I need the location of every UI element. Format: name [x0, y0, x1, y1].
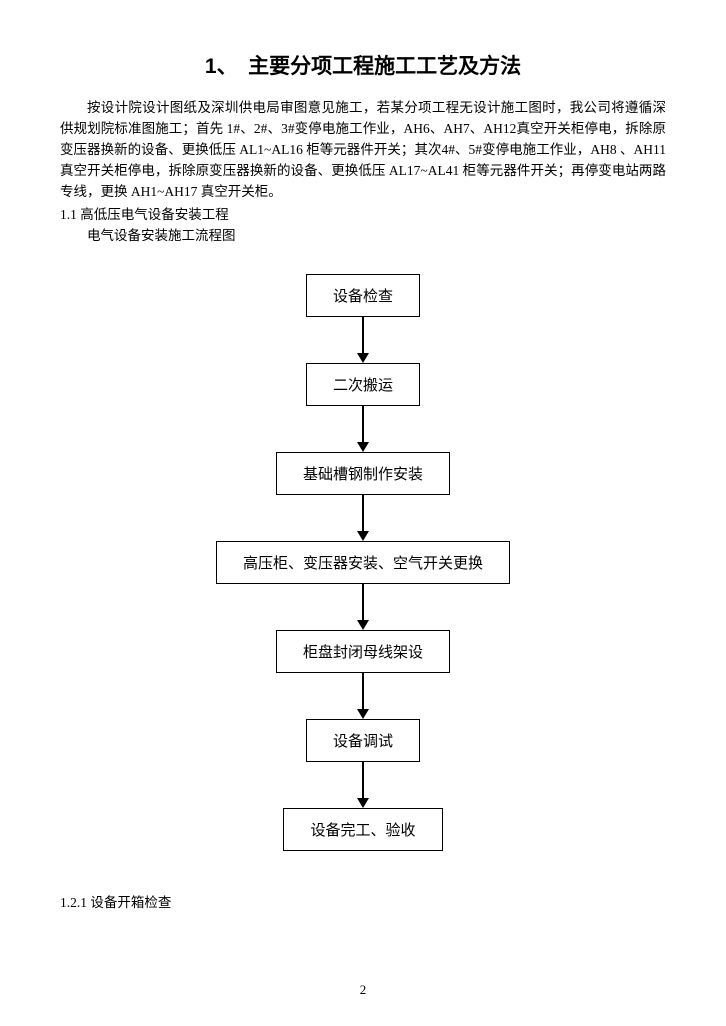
section-1-1-subtitle: 电气设备安装施工流程图	[60, 226, 666, 247]
flow-node-3: 基础槽钢制作安装	[276, 452, 450, 495]
section-1-1-title: 1.1 高低压电气设备安装工程	[60, 205, 666, 226]
flow-node-4: 高压柜、变压器安装、空气开关更换	[216, 541, 510, 584]
flow-node-5: 柜盘封闭母线架设	[276, 630, 450, 673]
flow-node-1: 设备检查	[306, 274, 420, 317]
flowchart-container: 设备检查 二次搬运 基础槽钢制作安装 高压柜、变压器安装、空气开关更换 柜盘封闭…	[60, 274, 666, 851]
flow-arrow	[357, 673, 369, 719]
flow-node-6: 设备调试	[306, 719, 420, 762]
flow-arrow	[357, 495, 369, 541]
flow-node-2: 二次搬运	[306, 363, 420, 406]
flow-node-7: 设备完工、验收	[283, 808, 442, 851]
flow-arrow	[357, 406, 369, 452]
page-number: 2	[0, 982, 726, 998]
flow-arrow	[357, 317, 369, 363]
body-paragraph: 按设计院设计图纸及深圳供电局审图意见施工，若某分项工程无设计施工图时，我公司将遵…	[60, 98, 666, 203]
page-heading: 1、 主要分项工程施工工艺及方法	[60, 50, 666, 80]
flow-arrow	[357, 584, 369, 630]
flow-arrow	[357, 762, 369, 808]
section-1-2-1-title: 1.2.1 设备开箱检查	[60, 891, 666, 911]
